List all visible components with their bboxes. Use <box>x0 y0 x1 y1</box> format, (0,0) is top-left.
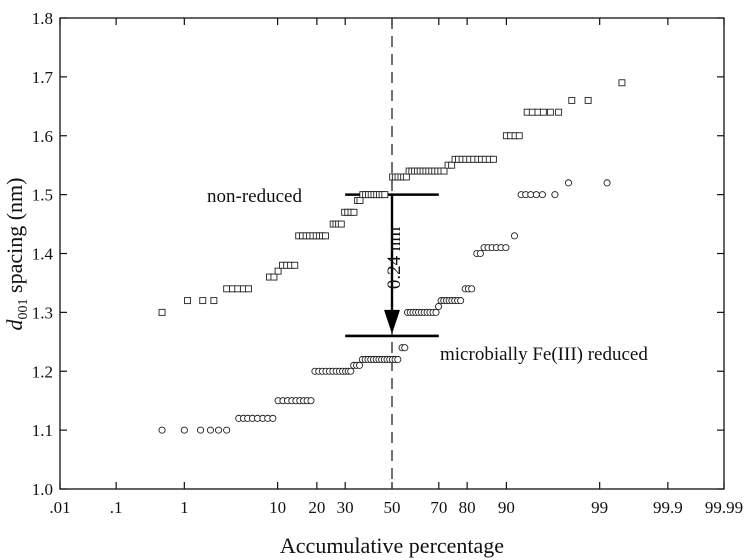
square-point <box>555 108 563 116</box>
circle-point <box>197 426 205 434</box>
circle-point <box>401 344 409 352</box>
square-point <box>402 173 410 181</box>
circle-point <box>502 244 510 252</box>
square-point <box>568 96 576 104</box>
x-tick-label: 20 <box>308 498 325 517</box>
x-tick-label: 10 <box>269 498 286 517</box>
square-point <box>618 79 626 87</box>
x-tick-label: 99.99 <box>705 498 743 517</box>
square-point <box>337 220 345 228</box>
label-shift: 0.24 nm <box>384 227 405 290</box>
circle-point <box>603 179 611 187</box>
square-point <box>584 96 592 104</box>
circle-point <box>551 191 559 199</box>
circle-point <box>158 426 166 434</box>
circle-point <box>532 191 540 199</box>
y-axis-title: d001 spacing (nm) <box>2 178 31 331</box>
square-point <box>381 191 389 199</box>
square-point <box>158 308 166 316</box>
y-tick-label: 1.1 <box>32 421 53 440</box>
square-point <box>440 167 448 175</box>
square-point <box>199 297 207 305</box>
square-point <box>234 285 242 293</box>
x-tick-label: 30 <box>337 498 354 517</box>
square-point <box>528 108 536 116</box>
y-tick-label: 1.5 <box>32 186 53 205</box>
circle-point <box>223 426 231 434</box>
y-axis-title-rest: spacing (nm) <box>2 178 27 299</box>
y-axis-title-symbol: d <box>2 318 27 330</box>
circle-point <box>269 414 277 422</box>
square-point <box>489 155 497 163</box>
x-tick-label: 1 <box>180 498 189 517</box>
x-tick-label: .01 <box>49 498 70 517</box>
circle-point <box>180 426 188 434</box>
square-point <box>274 267 282 275</box>
shift-arrow <box>384 194 400 334</box>
x-tick-label: 99.9 <box>653 498 683 517</box>
circle-point <box>476 249 484 258</box>
circle-point <box>457 297 465 305</box>
x-tick-label: 50 <box>384 498 401 517</box>
x-tick-label: 70 <box>430 498 447 517</box>
square-point <box>448 161 456 169</box>
y-tick-label: 1.7 <box>32 68 54 87</box>
circle-point <box>432 308 440 316</box>
square-point <box>270 273 278 281</box>
x-tick-label: .1 <box>110 498 123 517</box>
circle-point <box>355 361 364 369</box>
x-tick-label: 99 <box>591 498 608 517</box>
x-axis-ticks: .01 .1 1 10 20 30 50 70 80 90 99 99.9 99.99 <box>49 18 743 517</box>
data-points <box>158 79 626 434</box>
circle-point <box>307 397 315 405</box>
y-axis-title-subscript: 001 <box>16 298 31 319</box>
square-point <box>184 297 191 305</box>
y-tick-label: 1.6 <box>32 127 53 146</box>
circle-point <box>435 302 443 311</box>
square-point <box>539 108 547 116</box>
square-point <box>546 108 554 116</box>
circle-point <box>564 179 573 187</box>
square-point <box>291 261 299 269</box>
circle-point <box>206 426 215 434</box>
label-non-reduced: non-reduced <box>207 186 302 207</box>
annotations: non-reduced microbially Fe(III) reduced 0.… <box>207 186 648 365</box>
circle-point <box>468 285 476 293</box>
y-tick-label: 1.2 <box>32 362 53 381</box>
y-tick-label: 1.8 <box>32 9 53 28</box>
square-point <box>210 297 218 305</box>
y-tick-label: 1.4 <box>32 245 54 264</box>
circle-point <box>538 191 546 199</box>
x-axis-title: Accumulative percentage <box>280 533 504 558</box>
y-tick-label: 1.0 <box>32 480 53 499</box>
circle-point <box>510 232 519 240</box>
circle-point <box>394 355 402 364</box>
y-tick-label: 1.3 <box>32 303 53 322</box>
square-point <box>322 232 329 240</box>
circle-point <box>347 367 355 375</box>
square-point <box>223 285 231 293</box>
square-point <box>356 197 364 204</box>
circle-point <box>214 426 223 434</box>
y-axis-ticks: 1.0 1.1 1.2 1.3 1.4 1.5 1.6 1.7 1.8 <box>32 9 724 499</box>
square-point <box>515 132 523 140</box>
arrow-head <box>384 309 400 334</box>
label-fe-reduced: microbially Fe(III) reduced <box>440 344 648 365</box>
square-point <box>350 208 358 216</box>
square-point <box>245 285 252 293</box>
x-tick-label: 80 <box>459 498 476 517</box>
x-tick-label: 90 <box>498 498 515 517</box>
